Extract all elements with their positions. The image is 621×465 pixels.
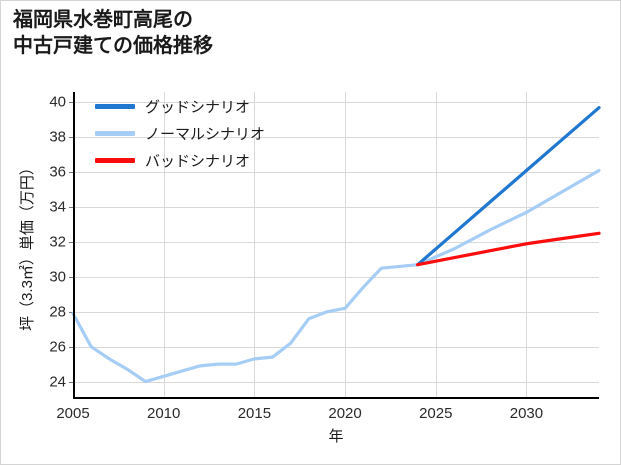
y-tick-mark bbox=[69, 346, 73, 348]
x-tick-label: 2020 bbox=[328, 405, 362, 422]
legend-swatch-icon bbox=[95, 103, 135, 109]
y-tick-mark bbox=[69, 276, 73, 278]
y-tick-label: 38 bbox=[49, 128, 66, 146]
y-axis-label: 坪（3.3㎡）単価（万円） bbox=[15, 92, 37, 399]
gridline-horizontal bbox=[73, 207, 599, 209]
x-tick-label: 2010 bbox=[147, 405, 181, 422]
y-tick-mark bbox=[69, 311, 73, 313]
y-tick-label: 26 bbox=[49, 338, 66, 356]
y-tick-mark bbox=[69, 172, 73, 174]
legend-swatch-icon bbox=[95, 157, 135, 163]
series-line bbox=[416, 106, 601, 267]
y-axis-label-text: 坪（3.3㎡）単価（万円） bbox=[18, 160, 36, 331]
legend-label: ノーマルシナリオ bbox=[145, 125, 266, 143]
plot-frame bbox=[73, 92, 599, 399]
series-line bbox=[416, 231, 601, 267]
y-tick-label: 36 bbox=[49, 163, 66, 181]
y-tick-label: 40 bbox=[49, 93, 66, 111]
legend-label: バッドシナリオ bbox=[145, 152, 251, 170]
y-tick-mark bbox=[69, 102, 73, 104]
x-axis-label: 年 bbox=[328, 428, 344, 445]
legend-swatch-icon bbox=[95, 130, 135, 136]
gridline-horizontal bbox=[73, 381, 599, 383]
legend-label: グッドシナリオ bbox=[145, 98, 251, 116]
gridline-horizontal bbox=[73, 102, 599, 104]
y-tick-mark bbox=[69, 242, 73, 243]
plot-area: 24 26 28 30 32 34 36 38 40 2005 2010 2015 2020 2025 20… bbox=[49, 92, 601, 422]
y-tick-label: 24 bbox=[49, 373, 66, 391]
gridline-horizontal bbox=[73, 242, 599, 243]
gridline-vertical bbox=[345, 92, 347, 399]
gridline-vertical bbox=[526, 92, 528, 399]
series-line bbox=[71, 168, 601, 384]
legend-item[interactable]: ノーマルシナリオ bbox=[95, 124, 266, 143]
series-lines bbox=[71, 106, 601, 384]
legend-item[interactable]: バッドシナリオ bbox=[95, 151, 265, 170]
y-tick-mark bbox=[69, 381, 73, 383]
gridline-vertical bbox=[435, 92, 437, 399]
y-tick-mark bbox=[69, 207, 73, 209]
y-tick-mark bbox=[69, 137, 73, 139]
legend-item[interactable]: グッドシナリオ bbox=[95, 97, 265, 116]
y-tick-label: 32 bbox=[49, 233, 66, 251]
x-tick-label: 2005 bbox=[56, 405, 90, 422]
gridline-horizontal bbox=[73, 311, 599, 313]
y-tick-label: 30 bbox=[49, 268, 66, 286]
gridline-vertical bbox=[163, 92, 165, 399]
chart-title: 福岡県水巻町高尾の 中古戸建ての価格推移 bbox=[13, 9, 213, 58]
x-tick-label: 2025 bbox=[419, 405, 453, 422]
chart-legend: グッドシナリオ ノーマルシナリオ バッドシナリオ bbox=[95, 97, 266, 170]
y-tick-label: 28 bbox=[49, 303, 66, 321]
gridline-horizontal bbox=[73, 137, 599, 139]
gridline-vertical bbox=[254, 92, 256, 399]
gridline-horizontal bbox=[73, 172, 599, 174]
x-tick-label: 2015 bbox=[237, 405, 272, 422]
y-tick-label: 34 bbox=[49, 198, 66, 216]
x-tick-label: 2030 bbox=[509, 405, 544, 422]
gridline-horizontal bbox=[73, 276, 599, 278]
gridline-horizontal bbox=[73, 346, 599, 348]
